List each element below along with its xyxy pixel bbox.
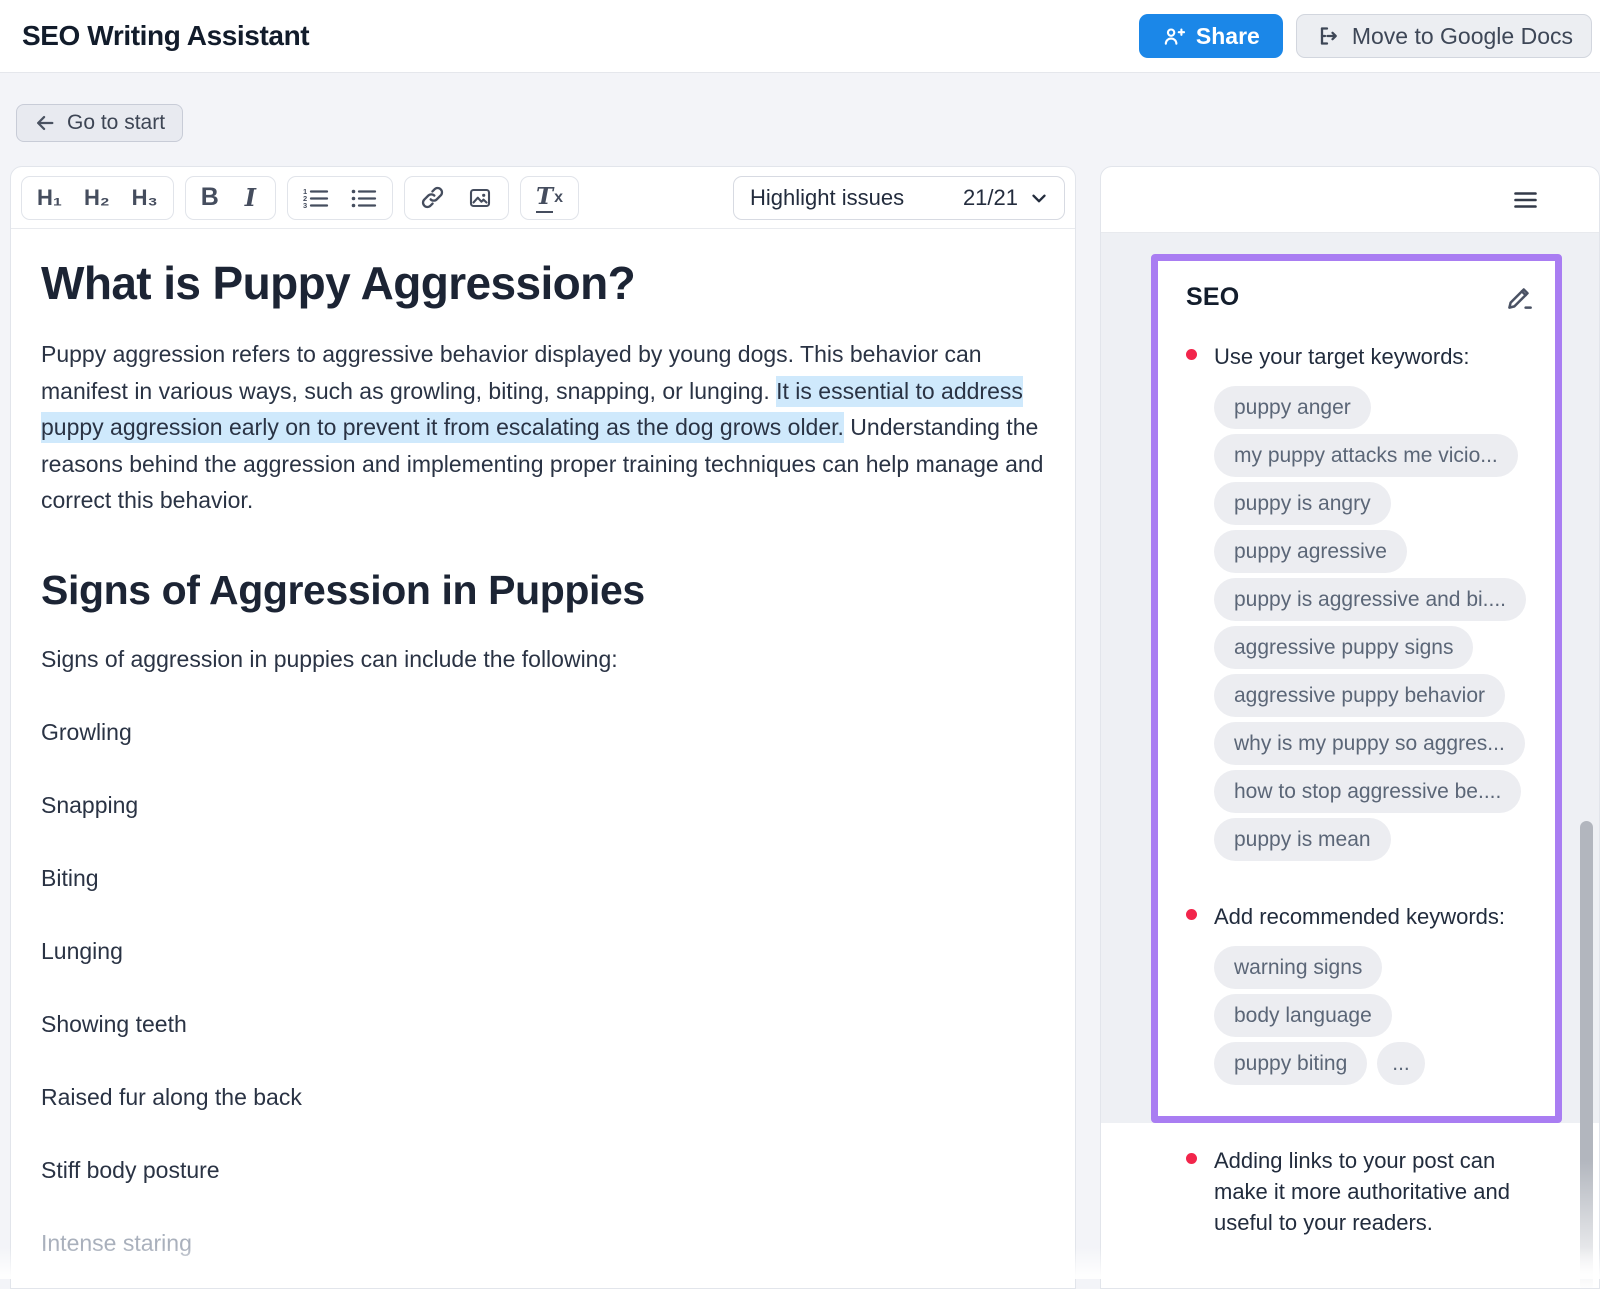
list-buttons-group: 1 2 3 [287, 175, 394, 220]
keyword-pill[interactable]: how to stop aggressive be.... [1214, 770, 1522, 813]
highlight-issues-dropdown[interactable]: Highlight issues 21/21 [733, 175, 1065, 220]
list-item: Biting [41, 864, 99, 891]
keyword-pill[interactable]: aggressive puppy behavior [1214, 674, 1505, 717]
document-heading1: What is Puppy Aggression? [41, 257, 636, 309]
export-doc-icon [1315, 24, 1339, 48]
list-item: Stiff body posture [41, 1156, 220, 1183]
share-button-label: Share [1195, 22, 1260, 49]
recommended-keywords-list: warning signs body language puppy biting… [1214, 946, 1535, 1090]
links-tip-text: Adding links to your post can make it mo… [1214, 1148, 1510, 1235]
go-to-start-button[interactable]: Go to start [16, 104, 184, 142]
keyword-pill[interactable]: aggressive puppy signs [1214, 626, 1474, 669]
keyword-pill[interactable]: body language [1214, 994, 1392, 1037]
keyword-pill[interactable]: puppy biting [1214, 1042, 1368, 1085]
move-to-google-docs-button[interactable]: Move to Google Docs [1295, 14, 1592, 58]
person-plus-icon [1162, 25, 1185, 48]
heading2-button[interactable]: H₂ [84, 184, 110, 210]
target-keywords-issue: Use your target keywords: [1186, 341, 1535, 372]
list-item: Showing teeth [41, 1010, 187, 1037]
bold-button[interactable]: B [200, 183, 219, 211]
editor-panel: H₁ H₂ H₃ B I 1 2 3 [10, 166, 1076, 1289]
seo-sidebar-panel: SEO Use your target keywords: puppy ange… [1100, 166, 1600, 1289]
top-bar: SEO Writing Assistant Share Move to Goog… [0, 0, 1600, 73]
list-item: Intense staring [41, 1229, 192, 1256]
italic-button[interactable]: I [244, 183, 257, 212]
links-tip-section: Adding links to your post can make it mo… [1101, 1123, 1599, 1238]
keyword-pill[interactable]: puppy is aggressive and bi.... [1214, 578, 1526, 621]
svg-text:1: 1 [303, 187, 307, 196]
document-paragraph2: Signs of aggression in puppies can inclu… [41, 645, 618, 672]
paragraph1-text: Puppy aggression refers to aggressive be… [41, 341, 982, 404]
list-item: Lunging [41, 937, 123, 964]
editor-toolbar: H₁ H₂ H₃ B I 1 2 3 [11, 167, 1075, 229]
target-keywords-label: Use your target keywords: [1214, 344, 1470, 369]
target-keywords-list: puppy anger my puppy attacks me vicio...… [1214, 386, 1535, 861]
arrow-left-icon [34, 112, 56, 134]
seo-card: SEO Use your target keywords: puppy ange… [1151, 254, 1562, 1123]
recommended-keywords-section: Add recommended keywords: warning signs … [1186, 901, 1535, 1090]
image-icon[interactable] [467, 186, 493, 210]
issue-dot-icon [1186, 349, 1197, 360]
recommended-keywords-label: Add recommended keywords: [1214, 904, 1506, 929]
issue-dot-icon [1186, 1153, 1197, 1164]
heading-buttons-group: H₁ H₂ H₃ [21, 175, 174, 220]
document-body[interactable]: What is Puppy Aggression? Puppy aggressi… [11, 229, 1075, 1255]
document-heading2: Signs of Aggression in Puppies [41, 566, 645, 613]
svg-text:2: 2 [303, 194, 307, 203]
ordered-list-icon[interactable]: 1 2 3 [303, 186, 329, 210]
list-item: Snapping [41, 791, 139, 818]
link-icon[interactable] [420, 185, 445, 210]
keyword-pill[interactable]: warning signs [1214, 946, 1383, 989]
keyword-pill[interactable]: puppy agressive [1214, 530, 1407, 573]
keyword-pill[interactable]: why is my puppy so aggres... [1214, 722, 1525, 765]
page-title: SEO Writing Assistant [22, 20, 310, 51]
heading3-button[interactable]: H₃ [131, 184, 158, 210]
issues-count: 21/21 [962, 184, 1018, 210]
paragraph1-text-after: Understanding the reasons behind the agg… [41, 414, 1044, 513]
issue-dot-icon [1186, 909, 1197, 920]
keyword-pill[interactable]: my puppy attacks me vicio... [1214, 434, 1518, 477]
go-to-start-label: Go to start [67, 111, 166, 134]
target-keywords-section: Use your target keywords: puppy anger my… [1186, 341, 1535, 861]
seo-card-header: SEO [1186, 282, 1535, 312]
chevron-down-icon [1028, 187, 1050, 209]
unordered-list-icon[interactable] [351, 186, 377, 210]
insert-buttons-group [404, 175, 510, 220]
hamburger-icon[interactable] [1514, 190, 1537, 210]
share-button[interactable]: Share [1138, 14, 1283, 58]
recommended-keywords-issue: Add recommended keywords: [1186, 901, 1535, 932]
more-keywords-pill[interactable]: ... [1377, 1042, 1425, 1085]
keyword-pill-row: puppy biting ... [1214, 1042, 1535, 1090]
highlight-issues-label: Highlight issues [750, 184, 905, 210]
keyword-pill[interactable]: puppy is mean [1214, 818, 1391, 861]
pencil-icon[interactable] [1505, 282, 1535, 312]
keyword-pill[interactable]: puppy is angry [1214, 482, 1391, 525]
format-buttons-group: B I [184, 175, 277, 220]
keyword-pill[interactable]: puppy anger [1214, 386, 1371, 429]
seo-card-title: SEO [1186, 282, 1240, 311]
list-item: Growling [41, 718, 132, 745]
svg-text:3: 3 [303, 201, 307, 210]
sidebar-header [1101, 167, 1599, 233]
move-button-label: Move to Google Docs [1351, 22, 1573, 49]
seo-section-background: SEO Use your target keywords: puppy ange… [1101, 233, 1599, 1123]
heading1-button[interactable]: H₁ [37, 184, 62, 210]
sidebar-scrollbar[interactable] [1580, 821, 1593, 1288]
list-item: Raised fur along the back [41, 1083, 302, 1110]
top-bar-actions: Share Move to Google Docs [1138, 14, 1592, 58]
document-paragraph1: Puppy aggression refers to aggressive be… [41, 336, 1045, 519]
